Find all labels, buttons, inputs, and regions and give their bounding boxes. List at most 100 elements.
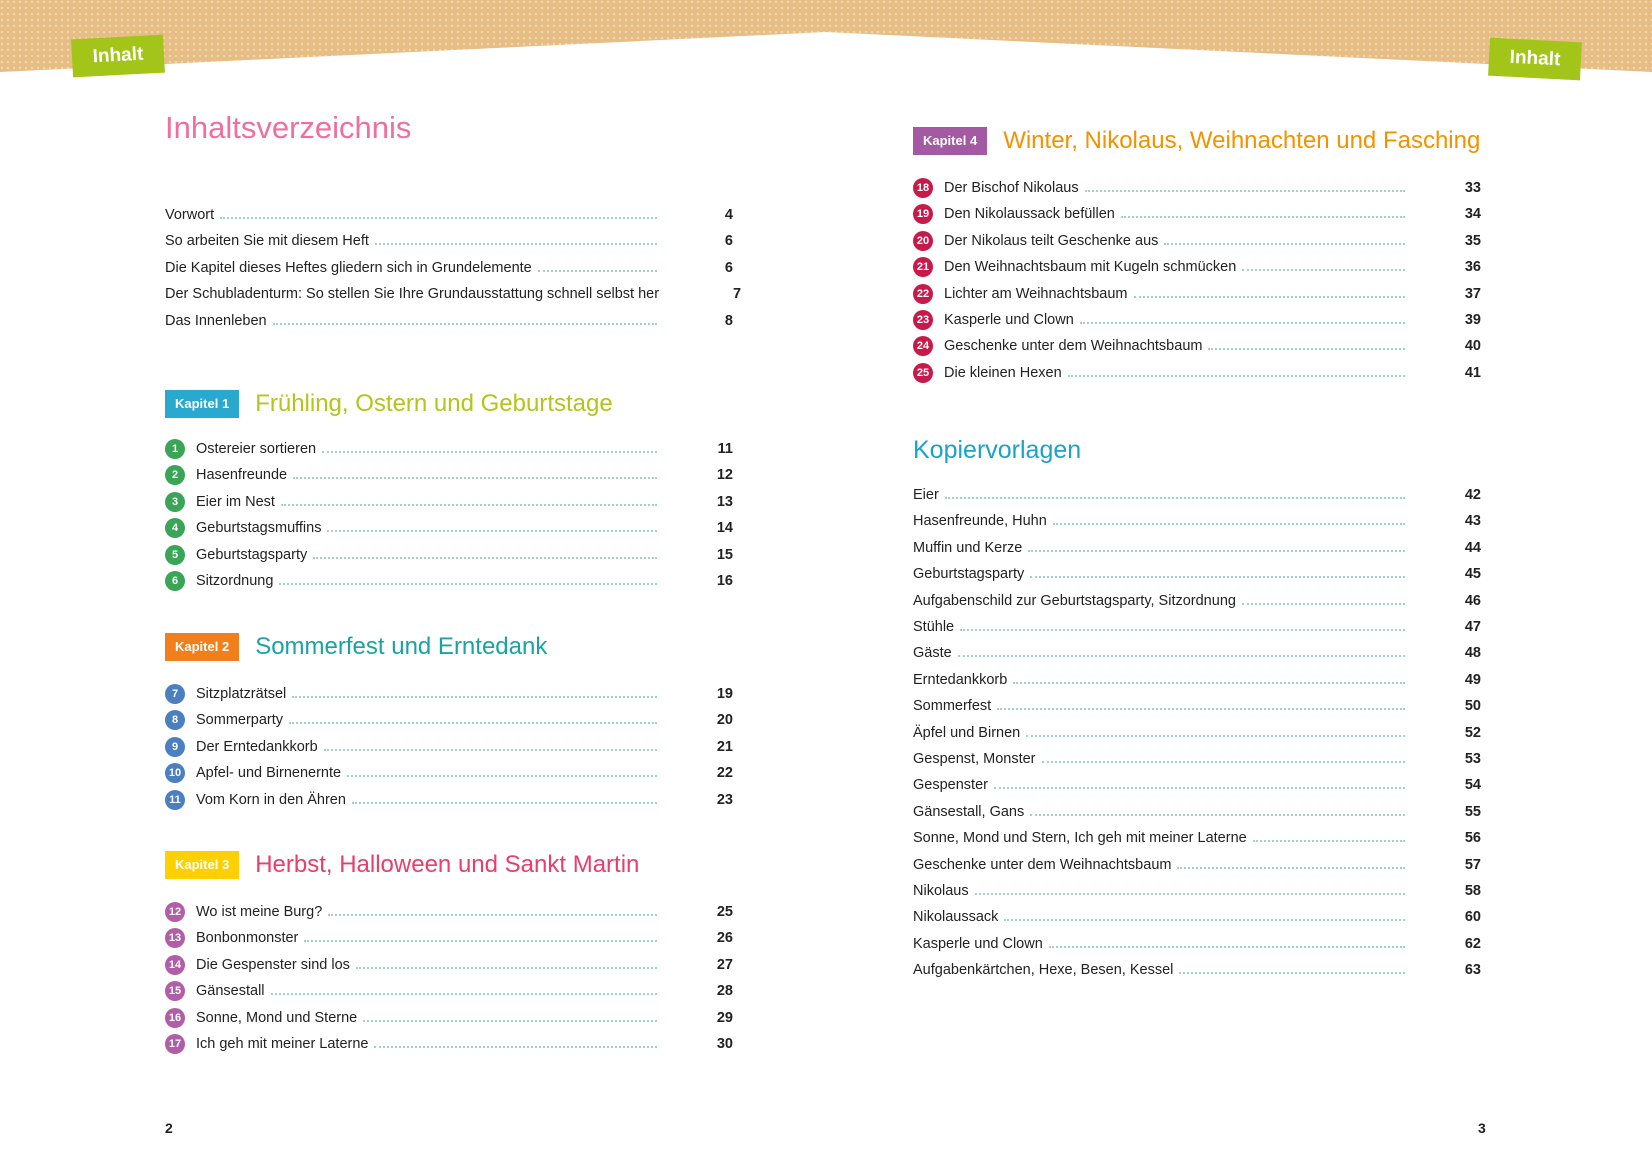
entry-page: 29: [716, 1009, 733, 1026]
entry-title: Gespenster: [913, 777, 988, 794]
entry-page: 36: [1464, 259, 1481, 276]
entry-page: 19: [716, 686, 733, 702]
toc-entry: 9 Der Erntedankkorb 21: [165, 734, 733, 760]
entry-page: 22: [716, 765, 733, 782]
entry-title: Gänsestall: [196, 983, 265, 1000]
entry-number: 4: [165, 518, 185, 539]
dot-leader: [944, 497, 1405, 499]
toc-entry: 20 Der Nikolaus teilt Geschenke aus 35: [913, 228, 1481, 254]
entry-title: Gäste: [913, 645, 952, 662]
entry-title: Nikolaussack: [913, 909, 999, 926]
dot-leader: [1164, 242, 1405, 245]
dot-leader: [355, 966, 657, 969]
entry-title: Geschenke unter dem Weihnachtsbaum: [913, 856, 1172, 873]
chapter-header: Kapitel 1 Frühling, Ostern und Geburtstag…: [165, 390, 613, 418]
entry-title: Gänsestall, Gans: [913, 803, 1025, 820]
dot-leader: [292, 696, 657, 698]
dot-leader: [974, 893, 1405, 895]
entry-title: Sonne, Mond und Sterne: [196, 1009, 358, 1026]
entry-title: Geburtstagsmuffins: [196, 520, 322, 537]
dot-leader: [374, 243, 657, 246]
entry-number: 8: [165, 710, 185, 731]
entry-number: 20: [913, 230, 933, 251]
entry-number: 7: [165, 684, 185, 704]
toc-entry: 16 Sonne, Mond und Sterne 29: [165, 1005, 733, 1031]
entry-title: Geschenke unter dem Weihnachtsbaum: [944, 338, 1203, 355]
entry-title: Sonne, Mond und Stern, Ich geh mit meine…: [913, 830, 1247, 847]
entry-title: Erntedankkorb: [913, 671, 1008, 688]
entry-page: 57: [1464, 856, 1481, 873]
dot-leader: [1052, 523, 1405, 526]
entry-page: 12: [716, 467, 733, 484]
toc-entry: Das Innenleben 8: [165, 308, 733, 334]
dot-leader: [347, 775, 657, 778]
entry-page: 7: [733, 286, 742, 303]
entry-page: 28: [716, 983, 733, 1000]
entry-page: 13: [716, 493, 733, 510]
entry-title: Ich geh mit meiner Laterne: [196, 1036, 369, 1052]
entry-title: Den Weihnachtsbaum mit Kugeln schmücken: [944, 259, 1237, 276]
toc-entry: 1 Ostereier sortieren 11: [165, 436, 733, 462]
dot-leader: [322, 451, 657, 453]
entry-title: Sommerfest: [913, 698, 992, 715]
entry-page: 26: [716, 930, 733, 947]
entry-number: 10: [165, 763, 185, 784]
toc-title: Inhaltsverzeichnis: [165, 110, 412, 145]
dot-leader: [1026, 734, 1405, 737]
chapter-header: Kapitel 3 Herbst, Halloween und Sankt Mar…: [165, 851, 639, 879]
entry-page: 49: [1464, 671, 1481, 688]
entry-page: 30: [716, 1036, 733, 1052]
entry-title: Die kleinen Hexen: [944, 364, 1062, 381]
entry-number: 6: [165, 571, 185, 591]
entry-number: 25: [913, 362, 933, 383]
entry-number: 19: [913, 204, 933, 225]
dot-leader: [1004, 919, 1405, 922]
entry-page: 52: [1464, 724, 1481, 741]
entry-number: 17: [165, 1034, 185, 1054]
entry-number: 9: [165, 736, 185, 757]
entry-page: 41: [1464, 364, 1481, 381]
dot-leader: [293, 477, 657, 480]
entry-number: 12: [165, 902, 185, 922]
toc-entry: Sommerfest 50: [913, 693, 1481, 719]
entry-page: 46: [1464, 592, 1481, 609]
entry-title: Der Schubladenturm: So stellen Sie Ihre …: [165, 286, 660, 303]
entry-page: 48: [1464, 645, 1481, 662]
dot-leader: [1241, 602, 1405, 605]
entry-title: Lichter am Weihnachtsbaum: [944, 285, 1128, 302]
dot-leader: [1041, 761, 1405, 763]
toc-entry: 21 Den Weihnachtsbaum mit Kugeln schmücke…: [913, 254, 1481, 280]
dot-leader: [1208, 348, 1405, 351]
entry-number: 22: [913, 283, 933, 304]
entry-title: Kasperle und Clown: [944, 312, 1074, 328]
entry-number: 16: [165, 1007, 185, 1028]
entry-title: Sitzplatzrätsel: [196, 686, 287, 702]
toc-entry: 22 Lichter am Weihnachtsbaum 37: [913, 281, 1481, 307]
entry-title: Aufgabenkärtchen, Hexe, Besen, Kessel: [913, 962, 1174, 979]
entry-title: Vorwort: [165, 207, 215, 223]
toc-entry: Eier 42: [913, 482, 1481, 508]
toc-entry: 5 Geburtstagsparty 15: [165, 542, 733, 568]
entry-number: 11: [165, 789, 185, 810]
toc-entry: Sonne, Mond und Stern, Ich geh mit meine…: [913, 825, 1481, 851]
entry-page: 55: [1464, 803, 1481, 820]
page-number: 3: [1478, 1120, 1486, 1136]
toc-entry: 10 Apfel- und Birnenernte 22: [165, 760, 733, 786]
entry-number: 21: [913, 257, 933, 278]
dot-leader: [993, 787, 1405, 790]
chapter-header: Kapitel 4 Winter, Nikolaus, Weihnachten u…: [913, 127, 1480, 155]
entry-title: Muffin und Kerze: [913, 539, 1023, 556]
entry-number: 1: [165, 439, 185, 459]
entry-title: Aufgabenschild zur Geburtstagsparty, Sit…: [913, 592, 1236, 609]
dot-leader: [1133, 295, 1405, 298]
entry-title: Wo ist meine Burg?: [196, 904, 323, 920]
entry-title: Nikolaus: [913, 883, 969, 899]
page-number: 2: [165, 1120, 173, 1136]
dot-leader: [351, 801, 657, 804]
entry-title: Geburtstagsparty: [913, 566, 1025, 583]
entry-title: Der Nikolaus teilt Geschenke aus: [944, 232, 1159, 249]
entry-number: 23: [913, 310, 933, 330]
toc-entry: So arbeiten Sie mit diesem Heft 6: [165, 228, 733, 254]
entry-number: 15: [165, 981, 185, 1002]
